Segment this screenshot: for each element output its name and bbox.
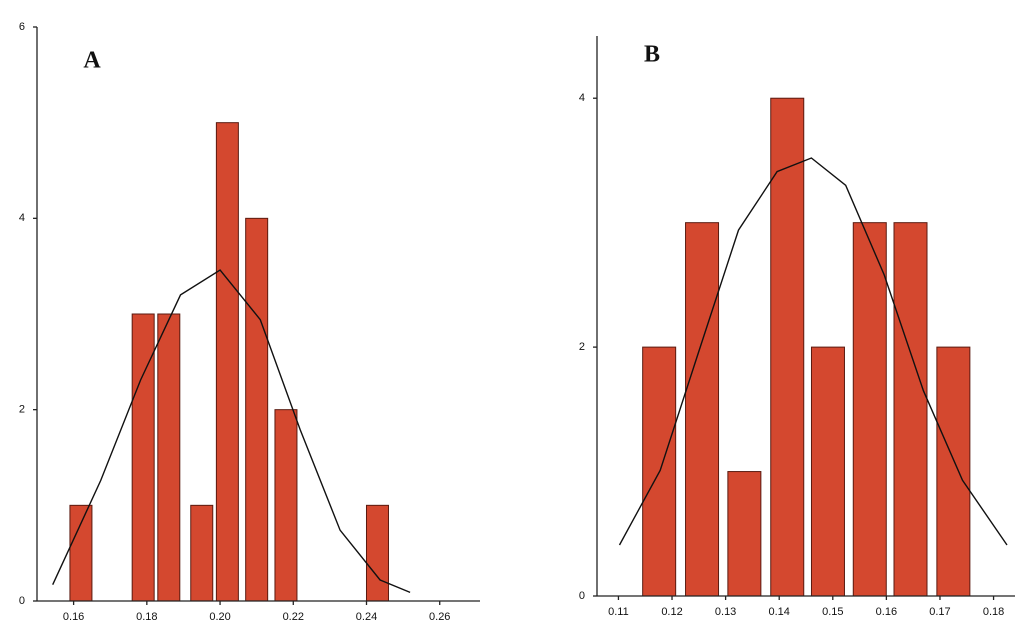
x-tick-label: 0.26: [429, 611, 450, 623]
x-tick-label: 0.12: [661, 606, 682, 618]
bar: [894, 223, 927, 596]
y-tick-label: 4: [579, 92, 585, 104]
bar: [686, 223, 719, 596]
x-tick-label: 0.16: [876, 606, 897, 618]
panel-label: A: [83, 48, 101, 74]
x-tick-label: 0.13: [715, 606, 736, 618]
bar: [728, 472, 761, 596]
x-tick-label: 0.18: [983, 606, 1004, 618]
y-tick-label: 0: [19, 595, 25, 607]
y-tick-label: 2: [579, 341, 585, 353]
bar: [811, 347, 844, 596]
x-tick-label: 0.20: [209, 611, 230, 623]
bar: [853, 223, 886, 596]
bar: [191, 505, 213, 601]
bar: [70, 505, 92, 601]
x-tick-label: 0.16: [63, 611, 84, 623]
y-tick-label: 0: [579, 590, 585, 602]
bar: [275, 410, 297, 601]
x-tick-label: 0.11: [608, 606, 629, 618]
bar: [937, 347, 970, 596]
y-tick-label: 6: [19, 21, 25, 33]
bar: [216, 123, 238, 601]
x-tick-label: 0.14: [768, 606, 789, 618]
bar: [366, 505, 388, 601]
x-tick-label: 0.24: [356, 611, 377, 623]
x-tick-label: 0.15: [822, 606, 843, 618]
bar: [158, 314, 180, 601]
y-tick-label: 4: [19, 212, 25, 224]
x-tick-label: 0.22: [283, 611, 304, 623]
x-tick-label: 0.17: [929, 606, 950, 618]
chart: A 0 2 4 6 0.16 0.18 0.20 0.22 0.24 0.26 B 0 2 4 0.11 0.1…: [0, 0, 1024, 627]
y-tick-label: 2: [19, 404, 25, 416]
x-tick-label: 0.18: [136, 611, 157, 623]
bar: [246, 218, 268, 601]
panel-label: B: [644, 42, 660, 68]
